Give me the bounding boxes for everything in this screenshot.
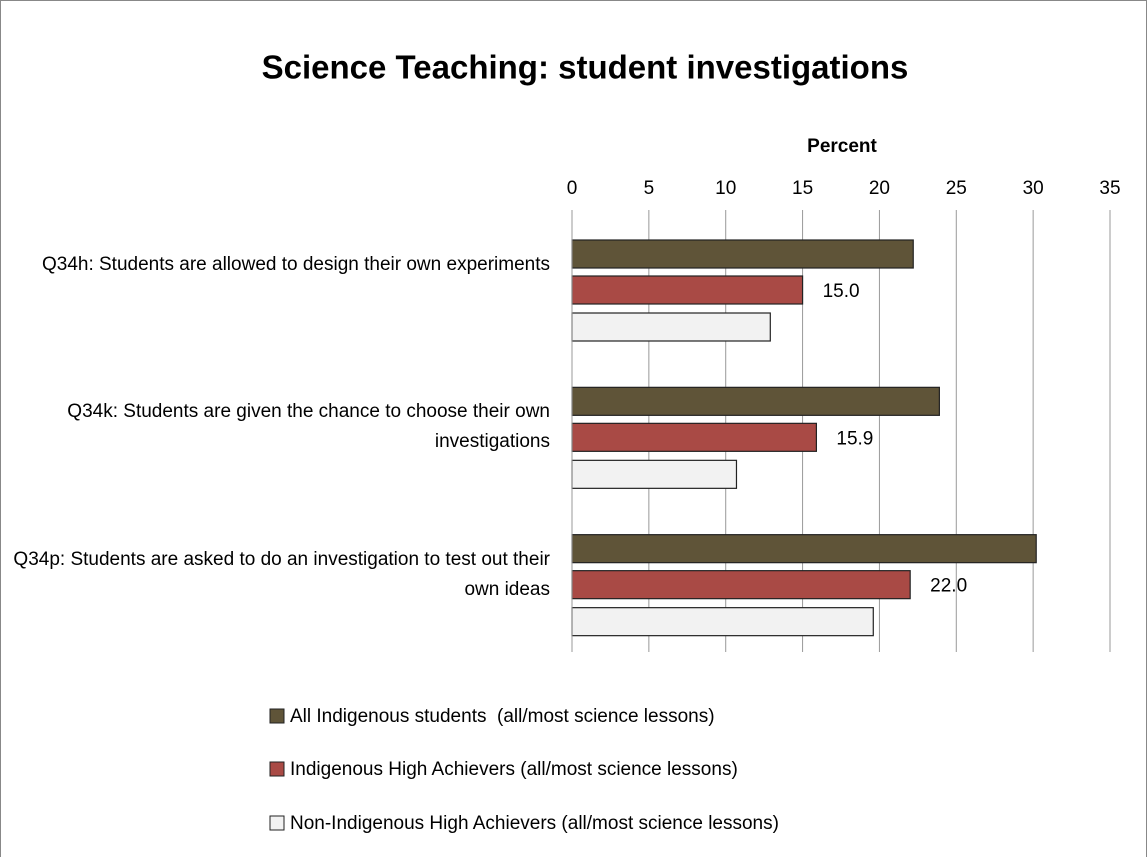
legend-swatch xyxy=(269,708,285,724)
x-tick-label: 15 xyxy=(792,178,813,199)
category-label-box: Q34p: Students are asked to do an invest… xyxy=(13,548,550,600)
x-tick-label: 20 xyxy=(869,178,890,199)
bar xyxy=(571,275,804,305)
chart-title: Science Teaching: student investigations xyxy=(262,49,909,86)
legend-label: Indigenous High Achievers (all/most scie… xyxy=(290,759,738,780)
bar xyxy=(571,534,1037,564)
bar xyxy=(571,607,874,637)
data-label: 15.9 xyxy=(836,428,873,449)
x-tick-label: 10 xyxy=(715,178,736,199)
x-tick-label: 0 xyxy=(567,178,578,199)
bar xyxy=(571,570,911,600)
bar xyxy=(571,386,940,416)
category-label: Q34k: Students are given the chance to c… xyxy=(67,401,550,453)
x-tick-label: 25 xyxy=(946,178,967,199)
category-label-box: Q34k: Students are given the chance to c… xyxy=(67,401,550,453)
legend-swatch xyxy=(269,815,285,831)
category-label-box: Q34h: Students are allowed to design the… xyxy=(41,254,550,275)
category-label: Q34p: Students are asked to do an invest… xyxy=(13,548,550,600)
bar xyxy=(571,422,818,452)
x-tick-label: 35 xyxy=(1099,178,1120,199)
bar xyxy=(571,459,738,489)
legend-label: Non-Indigenous High Achievers (all/most … xyxy=(290,813,779,834)
x-axis-label: Percent xyxy=(807,136,877,157)
bar xyxy=(571,239,914,269)
x-tick-label: 5 xyxy=(644,178,655,199)
x-tick-label: 30 xyxy=(1023,178,1044,199)
category-label: Q34h: Students are allowed to design the… xyxy=(41,254,550,275)
data-label: 22.0 xyxy=(930,576,967,597)
legend-label: All Indigenous students (all/most scienc… xyxy=(290,706,715,727)
legend-swatch xyxy=(269,761,285,777)
data-label: 15.0 xyxy=(823,281,860,302)
bar xyxy=(571,312,771,342)
